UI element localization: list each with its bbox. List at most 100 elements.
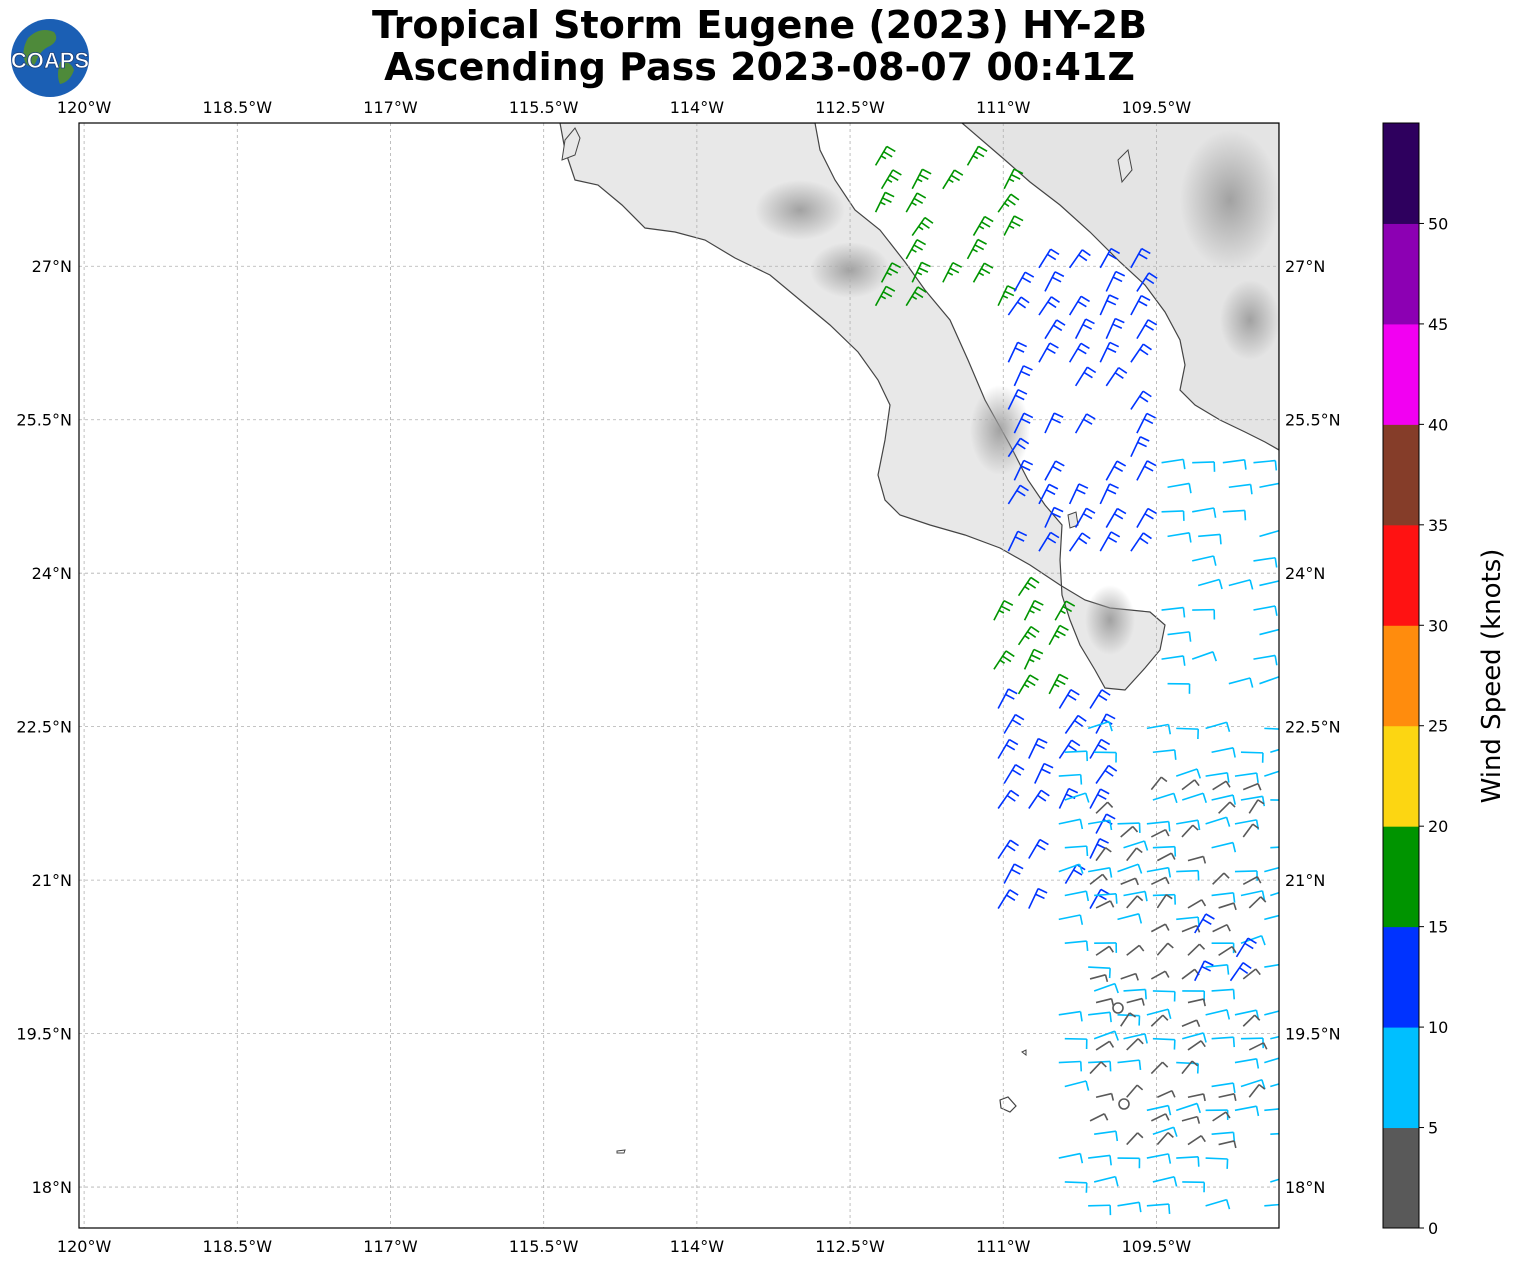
colorbar-tick-label: 25 [1428,717,1448,736]
colorbar-tick-label: 0 [1428,1219,1438,1238]
wind-barb [1058,1060,1083,1072]
wind-barb [1028,838,1049,859]
lat-tick-left: 19.5°N [16,1025,72,1044]
lat-tick-right: 24°N [1285,564,1325,583]
wind-barb [1253,654,1278,666]
wind-barb [1264,1203,1279,1207]
title-line-2: Ascending Pass 2023-08-07 00:41Z [384,45,1135,89]
wind-barb [1095,1040,1115,1051]
wind-barb [997,688,1018,709]
wind-barb [1058,773,1083,785]
wind-barb [1028,887,1048,909]
wind-barb [1064,1181,1088,1193]
lon-tick-top: 115.5°W [509,98,579,117]
colorbar-bin-4 [1383,725,1419,827]
lon-tick-top: 117°W [363,98,418,117]
lat-tick-left: 21°N [32,871,72,890]
wind-barb [1264,866,1279,873]
wind-barb [1242,968,1261,980]
wind-barb [1167,682,1191,694]
wind-barb [905,192,927,213]
wind-barb [874,191,895,213]
colorbar: 0 5 10 15 20 25 30 35 40 45 50 [1382,122,1448,1238]
island-san-benedicto [1021,1049,1027,1056]
wind-barb [1259,675,1279,685]
wind-barb [1150,776,1168,791]
wind-barb [1058,863,1084,874]
calm-wind-circle [1118,1098,1130,1110]
wind-barb [880,262,902,283]
wind-barb [966,145,988,166]
wind-barb [1038,342,1059,363]
wind-barb [1194,960,1214,982]
wind-barb [1064,940,1089,952]
wind-barb [1176,1155,1200,1167]
colorbar-tick-label: 50 [1428,214,1448,233]
wind-barb [1089,873,1108,885]
wind-barb [1088,1011,1112,1023]
wind-barb [1228,677,1254,688]
wind-barb [1136,319,1158,340]
lat-tick-left: 25.5°N [16,411,72,430]
wind-barb [997,193,1020,213]
lon-tick-top: 112.5°W [815,98,885,117]
wind-barb [1146,866,1172,878]
wind-barb [1117,863,1143,874]
wind-barb [1064,1080,1090,1091]
logo-text: COAPS [11,48,89,73]
coaps-logo: COAPS [10,19,90,97]
wind-barb [1038,296,1060,316]
wind-barb [972,215,994,236]
wind-barb [1105,270,1126,292]
wind-barb [1211,988,1236,1000]
wind-barb [1003,713,1025,734]
wind-barb [1007,484,1029,505]
wind-barb [1089,788,1110,809]
wind-barb [1126,997,1145,1006]
wind-barb [1218,945,1237,956]
lat-tick-left: 22.5°N [16,718,72,737]
colorbar-bin-3 [1383,826,1419,928]
wind-barb [1136,272,1158,292]
wind-barb [997,789,1020,809]
colorbar-tick-label: 45 [1428,315,1448,334]
lon-tick-bottom: 112.5°W [815,1237,885,1256]
wind-barb [1089,974,1109,982]
colorbar-tick-label: 10 [1428,1018,1448,1037]
lon-tick-top: 118.5°W [202,98,272,117]
wind-barb [1064,714,1087,734]
wind-barb [1048,624,1069,646]
wind-barb [1013,271,1035,292]
wind-barb [1161,510,1185,521]
wind-barb [1192,555,1217,566]
wind-barb [1126,944,1145,956]
wind-barb [1068,532,1091,552]
wind-barb [1181,779,1200,791]
colorbar-bin-5 [1383,625,1419,727]
colorbar-bin-2 [1383,926,1419,1028]
wind-barb [1191,651,1217,662]
colorbar-bin-8 [1383,323,1419,425]
wind-barb [1068,295,1090,316]
colorbar-tick-label: 15 [1428,918,1448,937]
wind-barb [1044,460,1065,481]
lat-tick-right: 18°N [1285,1178,1325,1197]
wind-barb [1130,343,1152,363]
lon-tick-bottom: 114°W [670,1237,725,1256]
wind-barb [1064,1037,1088,1050]
wind-barb [1205,816,1231,827]
wind-barb [1240,751,1264,763]
wind-barb [1105,366,1128,387]
wind-barb [1248,1084,1266,1098]
wind-barb [1150,1014,1169,1027]
wind-barb [1270,846,1279,849]
baja-california [559,123,1166,691]
wind-barb [1248,896,1267,909]
lat-tick-left: 24°N [32,564,72,583]
lat-tick-right: 22.5°N [1285,718,1341,737]
wind-barb [1146,1153,1172,1164]
wind-barb [1253,459,1278,471]
wind-barb [1120,1012,1137,1027]
lat-tick-right: 25.5°N [1285,411,1341,430]
